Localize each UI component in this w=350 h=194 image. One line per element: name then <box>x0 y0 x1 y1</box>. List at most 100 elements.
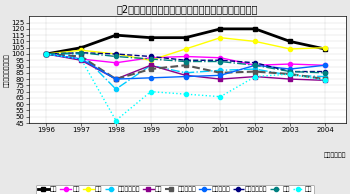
フィリピン <box>253 64 257 66</box>
Line: フィリピン: フィリピン <box>44 52 327 81</box>
台湾 <box>114 55 118 58</box>
タイ <box>44 53 48 55</box>
Line: 台湾: 台湾 <box>44 51 327 75</box>
タイ <box>183 93 188 95</box>
タイ <box>149 90 153 93</box>
中国 <box>149 59 153 61</box>
中国 <box>323 47 327 49</box>
台湾 <box>183 60 188 63</box>
マレーシア <box>79 55 83 58</box>
日本 <box>288 63 292 65</box>
中国 <box>44 53 48 55</box>
フィリピン <box>44 53 48 55</box>
米国 <box>288 40 292 43</box>
タイ <box>79 58 83 60</box>
台湾 <box>253 64 257 66</box>
インドネシア <box>288 74 292 76</box>
韓国 <box>323 79 327 81</box>
日本 <box>114 62 118 64</box>
韓国 <box>183 74 188 76</box>
シンガポール <box>44 53 48 55</box>
Line: 米国: 米国 <box>44 26 327 56</box>
日本 <box>149 57 153 59</box>
米国 <box>79 47 83 49</box>
インドネシア <box>183 72 188 74</box>
マレーシア <box>114 78 118 80</box>
中国 <box>288 48 292 50</box>
シンガポール <box>323 70 327 73</box>
米国 <box>114 34 118 36</box>
日本 <box>323 64 327 66</box>
インドネシア <box>323 75 327 78</box>
Legend: 米国, 日本, 中国, インドネシア, 韓国, マレーシア, フィリピン, シンガポール, 台湾, タイ: 米国, 日本, 中国, インドネシア, 韓国, マレーシア, フィリピン, シン… <box>36 185 314 194</box>
日本 <box>218 57 223 59</box>
韓国 <box>218 78 223 80</box>
シンガポール <box>218 59 223 61</box>
Line: シンガポール: シンガポール <box>44 51 327 74</box>
インドネシア <box>44 53 48 55</box>
中国 <box>218 36 223 39</box>
米国 <box>218 28 223 30</box>
マレーシア <box>44 53 48 55</box>
マレーシア <box>218 72 223 74</box>
Line: マレーシア: マレーシア <box>44 52 327 81</box>
タイ <box>218 95 223 98</box>
中国 <box>79 49 83 51</box>
台湾 <box>288 70 292 73</box>
インドネシア <box>114 88 118 90</box>
日本 <box>183 55 188 58</box>
Title: 図2　米国および東アジア諸国の実質有効為替レート: 図2 米国および東アジア諸国の実質有効為替レート <box>117 4 258 14</box>
Line: 日本: 日本 <box>44 52 327 67</box>
Line: 中国: 中国 <box>44 36 327 62</box>
Y-axis label: 対初期を基準とする: 対初期を基準とする <box>4 53 10 87</box>
中国 <box>183 48 188 50</box>
フィリピン <box>288 68 292 70</box>
フィリピン <box>323 64 327 66</box>
フィリピン <box>79 58 83 60</box>
米国 <box>183 36 188 39</box>
インドネシア <box>253 68 257 70</box>
中国 <box>253 40 257 43</box>
台湾 <box>323 72 327 74</box>
シンガポール <box>288 70 292 73</box>
台湾 <box>149 58 153 60</box>
Line: タイ: タイ <box>44 52 327 123</box>
マレーシア <box>183 64 188 66</box>
フィリピン <box>149 77 153 79</box>
インドネシア <box>79 53 83 55</box>
韓国 <box>149 64 153 66</box>
タイ <box>253 75 257 78</box>
韓国 <box>114 78 118 80</box>
韓国 <box>253 75 257 78</box>
米国 <box>253 28 257 30</box>
マレーシア <box>253 70 257 73</box>
タイ <box>288 73 292 75</box>
米国 <box>323 48 327 50</box>
台湾 <box>44 53 48 55</box>
韓国 <box>79 59 83 61</box>
Line: 韓国: 韓国 <box>44 52 327 83</box>
タイ <box>323 79 327 81</box>
マレーシア <box>288 73 292 75</box>
日本 <box>79 58 83 60</box>
フィリピン <box>218 74 223 76</box>
インドネシア <box>218 69 223 71</box>
米国 <box>149 36 153 39</box>
中国 <box>114 53 118 55</box>
韓国 <box>44 53 48 55</box>
シンガポール <box>253 62 257 64</box>
韓国 <box>288 78 292 80</box>
マレーシア <box>149 68 153 70</box>
タイ <box>114 119 118 122</box>
米国 <box>44 53 48 55</box>
シンガポール <box>79 52 83 54</box>
日本 <box>253 64 257 66</box>
シンガポール <box>114 53 118 55</box>
Text: （１～４月）: （１～４月） <box>323 153 346 158</box>
フィリピン <box>114 78 118 80</box>
日本 <box>44 53 48 55</box>
フィリピン <box>183 75 188 78</box>
シンガポール <box>149 55 153 58</box>
台湾 <box>79 52 83 54</box>
インドネシア <box>149 64 153 66</box>
